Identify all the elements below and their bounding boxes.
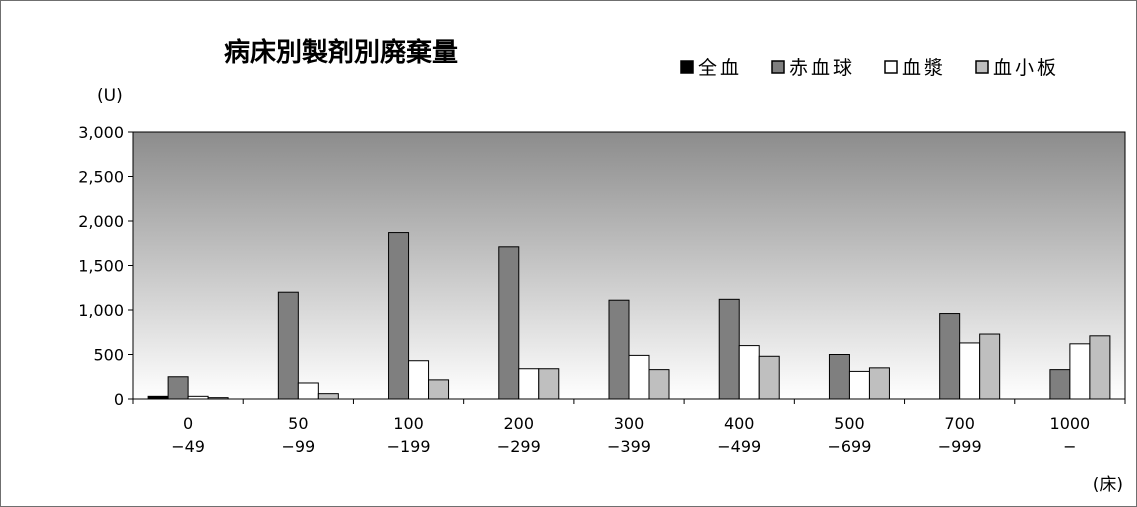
- bar-2-8: [939, 313, 961, 400]
- bar-3-6: [738, 345, 760, 400]
- legend-label: 血漿: [902, 57, 946, 79]
- legend-swatch: [975, 60, 989, 74]
- bar-3-4: [518, 368, 540, 400]
- bar-4-3: [428, 379, 450, 400]
- bar-2-3: [388, 232, 410, 400]
- y-axis-label: (U): [97, 86, 123, 106]
- legend-swatch: [884, 60, 898, 74]
- y-tick-label: 2,000: [78, 212, 124, 231]
- bar-2-5: [608, 299, 630, 400]
- x-tick-label: −299: [497, 437, 541, 456]
- bar-4-9: [1089, 335, 1111, 400]
- x-tick-label: −999: [938, 437, 982, 456]
- bar-2-7: [828, 354, 850, 400]
- x-tick-label: −499: [717, 437, 761, 456]
- y-tick-label: 3,000: [78, 123, 124, 142]
- x-tick-label: 1000: [1050, 414, 1091, 433]
- bar-2-2: [277, 291, 299, 400]
- x-tick-label: −49: [171, 437, 205, 456]
- bar-3-9: [1069, 343, 1091, 400]
- x-tick-label: 200: [504, 414, 535, 433]
- bar-2-9: [1049, 369, 1071, 400]
- x-tick-label: 500: [834, 414, 865, 433]
- bar-4-5: [648, 369, 670, 400]
- bar-4-4: [538, 368, 560, 400]
- y-tick-label: 1,000: [78, 301, 124, 320]
- x-tick-label: 100: [393, 414, 424, 433]
- bar-4-2: [317, 393, 339, 400]
- x-tick-label: −399: [607, 437, 651, 456]
- x-tick-label: −: [1063, 437, 1076, 456]
- x-tick-label: −699: [827, 437, 871, 456]
- bar-3-8: [959, 342, 981, 400]
- legend-label: 血小板: [993, 57, 1059, 79]
- y-tick-label: 0: [114, 390, 124, 409]
- legend: 全血 赤血球 血漿 血小板: [680, 57, 1059, 79]
- bar-2-1: [167, 376, 189, 400]
- legend-label: 全血: [698, 57, 742, 79]
- y-tick-label: 1,500: [78, 257, 124, 276]
- y-tick-label: 500: [93, 346, 124, 365]
- bar-4-6: [758, 355, 780, 400]
- x-tick-label: −99: [281, 437, 315, 456]
- y-tick-label: 2,500: [78, 168, 124, 187]
- bar-3-5: [628, 354, 650, 400]
- x-tick-label: −199: [387, 437, 431, 456]
- legend-label: 赤血球: [789, 57, 855, 79]
- bar-3-2: [297, 382, 319, 400]
- bar-4-7: [868, 367, 890, 400]
- x-tick-label: 300: [614, 414, 645, 433]
- x-tick-label: 400: [724, 414, 755, 433]
- bar-2-4: [498, 246, 520, 400]
- x-axis-label: (床): [1093, 475, 1123, 495]
- bar-4-8: [979, 333, 1001, 400]
- bar-3-7: [848, 370, 870, 400]
- bar-3-3: [408, 360, 430, 400]
- legend-swatch: [771, 60, 785, 74]
- x-tick-label: 700: [944, 414, 975, 433]
- chart-title: 病床別製剤別廃棄量: [224, 37, 458, 68]
- legend-swatch: [680, 60, 694, 74]
- x-tick-label: 50: [288, 414, 308, 433]
- bar-2-6: [718, 298, 740, 400]
- x-tick-label: 0: [183, 414, 193, 433]
